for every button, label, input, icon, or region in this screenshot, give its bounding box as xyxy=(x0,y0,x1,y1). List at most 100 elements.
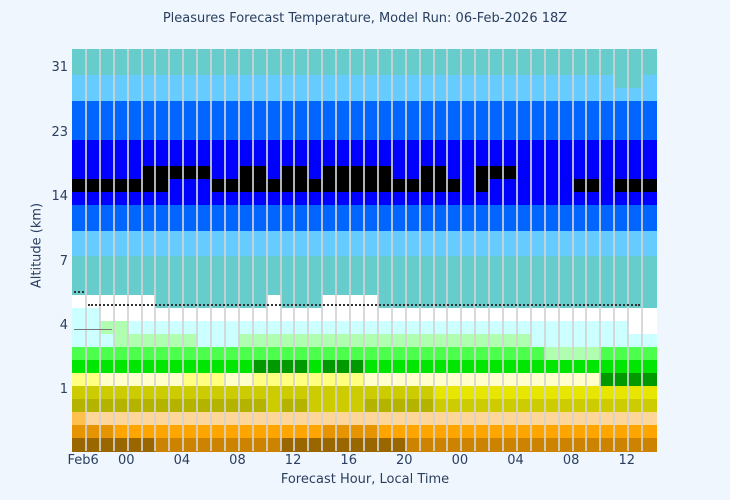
heatmap-cell xyxy=(308,269,323,283)
heatmap-cell xyxy=(530,256,546,271)
heatmap-cell xyxy=(224,139,240,154)
heatmap-cell xyxy=(127,282,143,296)
heatmap-cell xyxy=(614,113,629,128)
heatmap-cell xyxy=(336,282,351,296)
heatmap-cell xyxy=(350,152,365,167)
heatmap-cell xyxy=(308,438,323,452)
heatmap-cell xyxy=(280,308,296,322)
heatmap-cell xyxy=(433,100,449,115)
heatmap-cell xyxy=(642,256,657,271)
heatmap-cell xyxy=(475,178,490,193)
heatmap-cell xyxy=(447,165,462,180)
heatmap-cell xyxy=(252,165,268,180)
heatmap-cell xyxy=(266,61,282,76)
heatmap-cell xyxy=(113,256,129,271)
heatmap-cell xyxy=(141,100,157,115)
heatmap-cell xyxy=(322,152,337,167)
heatmap-cell xyxy=(224,347,240,361)
heatmap-cell xyxy=(72,165,87,180)
heatmap-cell xyxy=(642,165,657,180)
grid-line xyxy=(502,49,505,451)
heatmap-cell xyxy=(72,256,87,271)
heatmap-cell xyxy=(113,230,129,245)
grid-line xyxy=(446,49,449,451)
heatmap-plot-area[interactable] xyxy=(72,49,657,452)
heatmap-cell xyxy=(391,269,407,283)
heatmap-cell xyxy=(377,399,393,413)
heatmap-cell xyxy=(211,256,226,271)
heatmap-cell xyxy=(183,399,198,413)
heatmap-cell xyxy=(252,386,268,400)
heatmap-cell xyxy=(405,308,421,322)
heatmap-cell xyxy=(489,230,504,245)
grid-line xyxy=(321,49,324,451)
heatmap-cell xyxy=(544,152,560,167)
heatmap-cell xyxy=(433,399,449,413)
y-tick-label: 23 xyxy=(51,125,68,140)
heatmap-cell xyxy=(447,386,462,400)
heatmap-cell xyxy=(405,347,421,361)
heatmap-cell xyxy=(377,438,393,452)
heatmap-cell xyxy=(211,308,226,322)
heatmap-cell xyxy=(238,165,254,180)
heatmap-cell xyxy=(405,360,421,374)
heatmap-cell xyxy=(350,217,365,232)
heatmap-cell xyxy=(197,399,212,413)
heatmap-cell xyxy=(85,308,101,322)
heatmap-cell xyxy=(85,360,101,374)
heatmap-cell xyxy=(266,87,282,102)
heatmap-cell xyxy=(489,386,504,400)
heatmap-cell xyxy=(183,217,198,232)
grid-line xyxy=(529,49,532,451)
heatmap-cell xyxy=(72,399,87,413)
heatmap-cell xyxy=(600,269,615,283)
heatmap-cell xyxy=(558,360,574,374)
heatmap-cell xyxy=(530,204,546,219)
heatmap-cell xyxy=(461,425,476,439)
heatmap-cell xyxy=(433,152,449,167)
heatmap-cell xyxy=(433,360,449,374)
heatmap-cell xyxy=(475,100,490,115)
heatmap-cell xyxy=(252,347,268,361)
heatmap-cell xyxy=(419,230,435,245)
heatmap-cell xyxy=(419,87,435,102)
heatmap-cell xyxy=(572,191,588,206)
heatmap-cell xyxy=(238,282,254,296)
heatmap-cell xyxy=(183,386,198,400)
heatmap-cell xyxy=(391,191,407,206)
heatmap-cell xyxy=(544,438,560,452)
heatmap-cell xyxy=(572,217,588,232)
heatmap-cell xyxy=(628,308,643,322)
heatmap-cell xyxy=(447,282,462,296)
heatmap-cell xyxy=(530,139,546,154)
grid-line xyxy=(571,49,574,451)
grid-line xyxy=(488,49,491,451)
heatmap-cell xyxy=(141,438,157,452)
heatmap-cell xyxy=(503,49,518,63)
heatmap-cell xyxy=(294,399,309,413)
heatmap-cell xyxy=(280,87,296,102)
heatmap-cell xyxy=(391,100,407,115)
heatmap-cell xyxy=(558,139,574,154)
heatmap-cell xyxy=(141,269,157,283)
heatmap-cell xyxy=(419,139,435,154)
heatmap-cell xyxy=(377,256,393,271)
heatmap-cell xyxy=(391,139,407,154)
heatmap-cell xyxy=(628,438,643,452)
heatmap-cell xyxy=(447,347,462,361)
heatmap-cell xyxy=(183,87,198,102)
heatmap-cell xyxy=(197,87,212,102)
heatmap-cell xyxy=(322,373,337,387)
heatmap-cell xyxy=(72,386,87,400)
heatmap-cell xyxy=(558,74,574,89)
heatmap-cell xyxy=(544,399,560,413)
heatmap-cell xyxy=(447,100,462,115)
heatmap-cell xyxy=(461,230,476,245)
heatmap-cell xyxy=(169,204,184,219)
heatmap-cell xyxy=(72,87,87,102)
grid-line xyxy=(293,49,296,451)
heatmap-cell xyxy=(642,321,657,335)
grid-line xyxy=(168,49,171,451)
heatmap-cell xyxy=(350,360,365,374)
heatmap-cell xyxy=(419,152,435,167)
